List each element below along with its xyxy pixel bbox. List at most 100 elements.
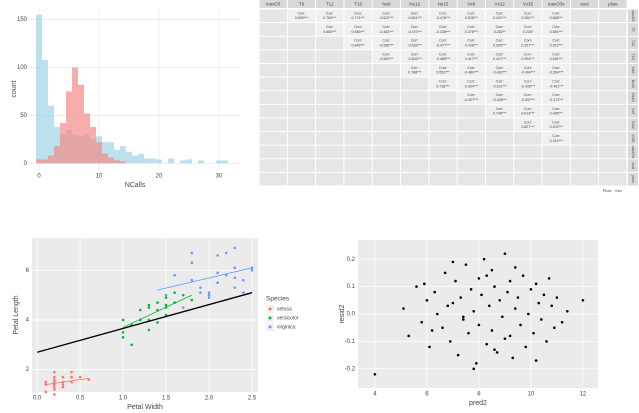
x-tick-label: 0 (37, 174, 41, 180)
histogram-bar (120, 146, 126, 164)
panel (259, 9, 287, 23)
scatter-point (53, 375, 56, 379)
panel (599, 172, 627, 186)
histogram-bar (132, 155, 138, 164)
panel (514, 145, 542, 159)
corr-prefix: Corr: (439, 80, 447, 84)
corr-value: 0.417*** (465, 57, 479, 61)
panel (401, 50, 429, 63)
panel (457, 63, 485, 77)
row-label: T9 (631, 27, 635, 31)
panel (372, 159, 401, 172)
x-tick-label: 10 (528, 392, 535, 398)
panel (599, 145, 627, 159)
panel (316, 118, 344, 132)
corr-value: -0.470*** (407, 30, 422, 34)
panel (570, 9, 599, 23)
corr-value: -0.461*** (549, 84, 564, 88)
iris-scatter: 2 4 6 0.0 0.5 1.0 1.5 2.0 2.5 Petal Width Petal Le… (13, 238, 299, 411)
panel (287, 159, 316, 172)
panel (259, 145, 287, 159)
corr-prefix: Corr: (496, 39, 504, 43)
panel (570, 50, 599, 63)
corr-value: 0.846*** (351, 30, 365, 34)
panel (259, 23, 287, 36)
panel (514, 91, 542, 104)
scatter-point (462, 318, 465, 321)
scatter-point (420, 320, 424, 324)
scatter-point (514, 307, 517, 310)
row-label: Ne9 (631, 67, 635, 73)
panel (287, 63, 316, 77)
x-tick-label: 1.5 (162, 396, 171, 402)
y-tick-label: 2 (26, 367, 30, 373)
panel (259, 104, 287, 118)
corr-value: -0.373*** (549, 98, 564, 102)
corr-value: -0.436*** (521, 84, 536, 88)
scatter-point (490, 329, 494, 332)
corr-value: 0.610*** (550, 43, 564, 47)
corr-value: 0.883*** (323, 30, 337, 34)
corr-value: -0.564*** (549, 71, 564, 75)
x-tick-label: 12 (580, 392, 587, 398)
strip (485, 0, 514, 8)
scatter-point (70, 375, 73, 379)
histogram-bar (72, 67, 78, 164)
histogram-bar (36, 14, 42, 164)
panel (287, 172, 316, 186)
scatter-point (250, 266, 254, 270)
panel (485, 91, 514, 104)
histogram-bar (54, 126, 60, 164)
x-tick-label: 30 (216, 174, 223, 180)
panel (514, 9, 542, 23)
corr-prefix: Corr: (524, 93, 532, 97)
scatter-point (224, 273, 228, 277)
scatter-point (373, 372, 377, 376)
scatter-point (503, 252, 507, 256)
scatter-point (485, 342, 489, 346)
strip (628, 36, 638, 50)
corr-prefix: Corr: (496, 25, 504, 29)
corr-prefix: Corr: (382, 25, 390, 29)
scatter-point (224, 251, 228, 255)
panel (316, 145, 344, 159)
scatter-point (61, 375, 65, 379)
panel (429, 36, 457, 50)
panel (316, 104, 344, 118)
scatter-point (493, 285, 496, 288)
panel (316, 23, 344, 36)
scatter-point (402, 307, 405, 310)
panel (599, 118, 627, 132)
scatter-point (242, 278, 245, 282)
column-label: Ne15 (438, 2, 449, 7)
scatter-point (53, 378, 56, 381)
panel (316, 172, 344, 186)
scatter-point (464, 263, 468, 266)
panel (259, 50, 287, 63)
corr-prefix: Corr: (524, 80, 532, 84)
scatter-point (216, 281, 219, 285)
panel (485, 132, 514, 145)
corr-prefix: Corr: (439, 66, 447, 70)
panel (344, 63, 372, 77)
panel (316, 36, 344, 50)
strip (628, 132, 638, 145)
strip (628, 91, 638, 104)
panel (372, 23, 401, 36)
panel (344, 118, 372, 132)
panel (259, 63, 287, 77)
scatter-point (87, 378, 91, 381)
corr-value: 0.685*** (550, 16, 564, 20)
corr-value: 0.774*** (351, 16, 365, 20)
row-label: Vx15 (631, 134, 635, 142)
panel (372, 172, 401, 186)
scatter-point (506, 290, 509, 294)
corr-prefix: Corr: (411, 52, 419, 56)
scatter-point (456, 353, 460, 357)
scatter-point (53, 380, 56, 384)
corr-value: -0.622*** (379, 16, 394, 20)
histogram-bar (66, 91, 72, 164)
corr-prefix: Corr: (439, 52, 447, 56)
corr-value: 0.784*** (323, 16, 337, 20)
corr-prefix: Corr: (524, 107, 532, 111)
